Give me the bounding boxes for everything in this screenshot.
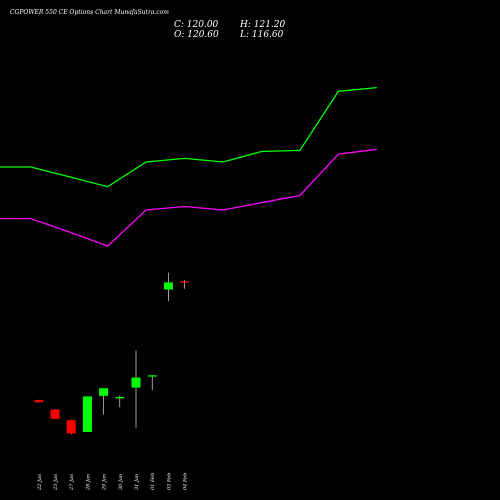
low-readout: L: 116.60 <box>239 30 284 40</box>
candle-3 <box>82 396 92 432</box>
candle-body <box>163 282 173 290</box>
x-tick-label: 01 Feb <box>150 473 156 490</box>
lower-band-line <box>0 148 377 247</box>
bands-layer <box>0 86 377 247</box>
x-tick-label: 28 Jan <box>85 474 91 491</box>
close-readout: C: 120.00 <box>174 20 219 30</box>
candle-body <box>115 396 125 399</box>
x-tick-label: 04 Feb <box>183 473 189 490</box>
candle-body <box>99 388 109 396</box>
candle-body <box>131 377 141 388</box>
candle-6 <box>131 350 141 429</box>
candle-9 <box>180 280 190 289</box>
x-tick-label: 23 Jan <box>53 474 59 491</box>
candle-body <box>180 281 190 283</box>
candle-0 <box>34 399 44 403</box>
candle-body <box>50 409 60 419</box>
x-tick-label: 29 Jan <box>102 474 108 491</box>
high-readout: H: 121.20 <box>239 20 286 30</box>
x-tick-label: 03 Feb <box>166 473 172 490</box>
x-tick-label: 30 Jan <box>118 474 124 490</box>
candle-body <box>147 375 157 377</box>
candle-5 <box>115 395 125 408</box>
x-axis-ticks: 22 Jan 23 Jan 27 Jan 28 Jan 29 Jan 30 Jan 31 J… <box>37 473 189 491</box>
upper-band-line <box>0 86 377 188</box>
open-readout: O: 120.60 <box>174 30 219 40</box>
candle-1 <box>50 409 60 420</box>
candle-body <box>66 420 76 434</box>
candle-4 <box>99 388 109 415</box>
x-tick-label: 22 Jan <box>37 474 43 491</box>
candle-2 <box>66 419 76 435</box>
candle-7 <box>147 375 157 391</box>
candles-layer <box>34 272 190 435</box>
candle-8 <box>163 272 173 302</box>
candle-body <box>82 396 92 432</box>
x-tick-label: 27 Jan <box>69 474 75 491</box>
chart-title: CGPOWER 550 CE Options Chart MunafaSutra… <box>10 9 169 16</box>
x-tick-label: 31 Jan <box>134 474 140 490</box>
candle-body <box>34 400 44 403</box>
